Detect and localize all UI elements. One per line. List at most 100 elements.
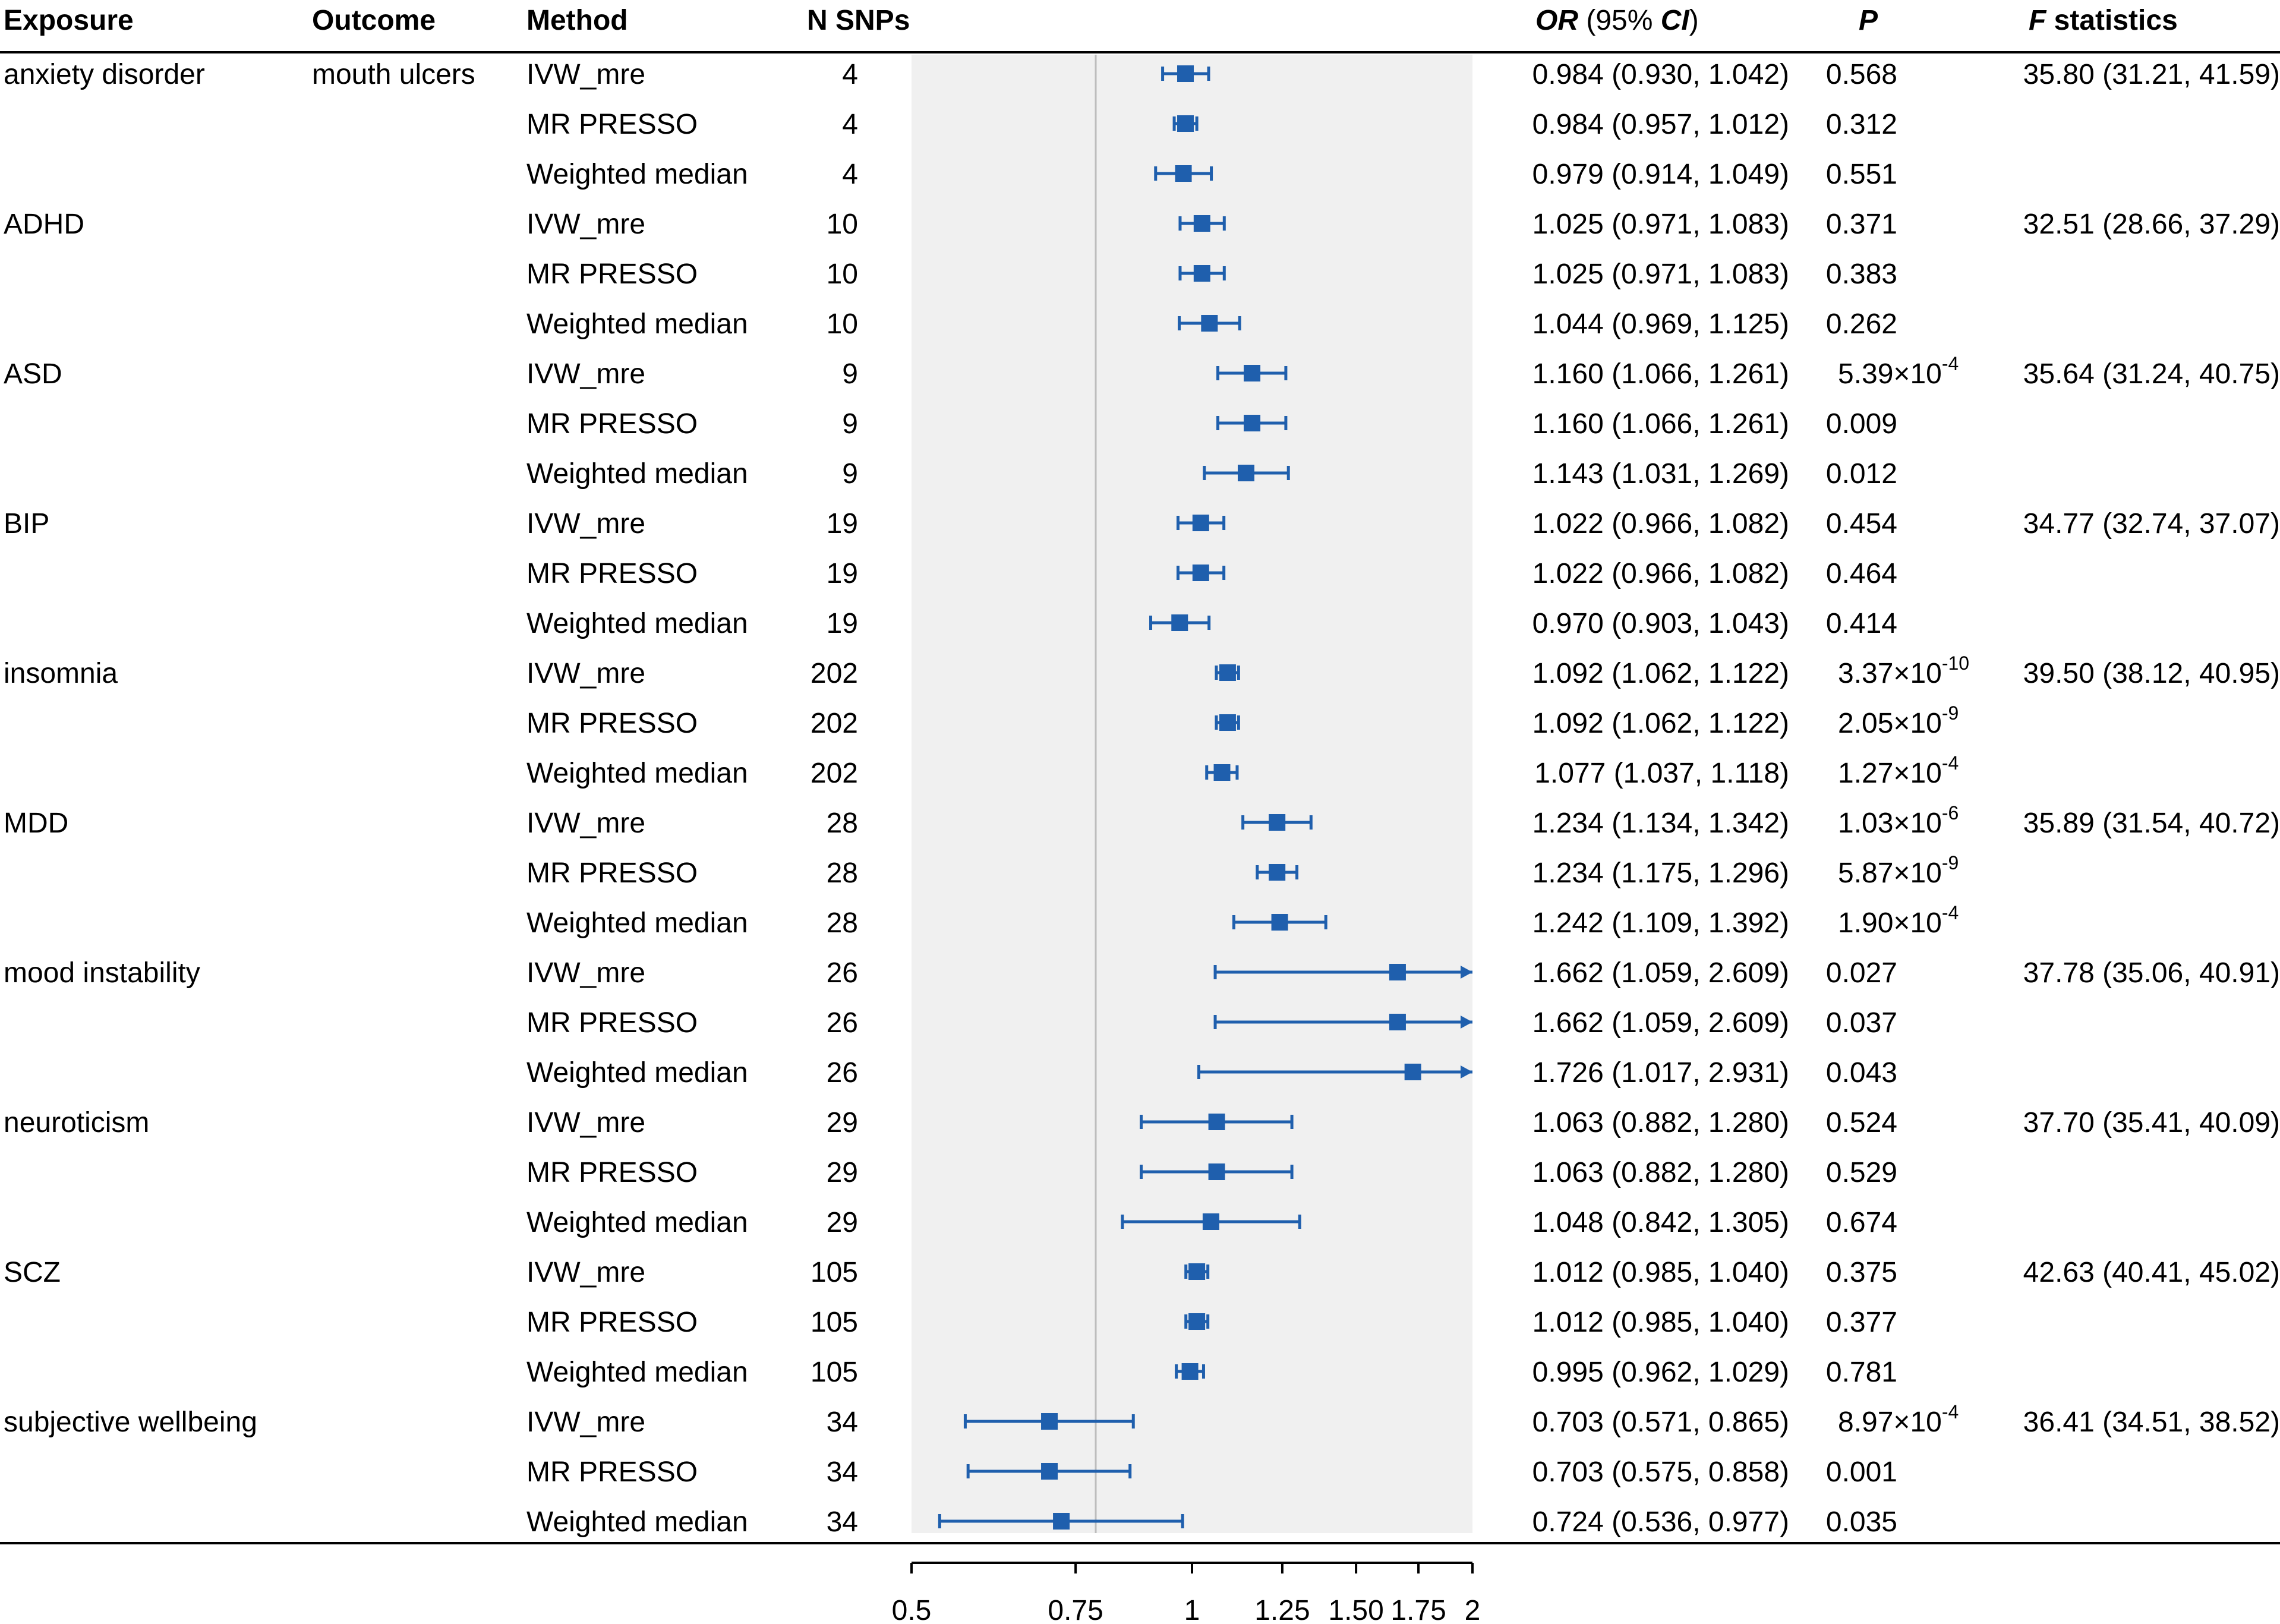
p-exponent: -9 [1942, 702, 1959, 724]
table-row: MR PRESSO 9 1.160 (1.066, 1.261) 0.009 [526, 408, 1897, 440]
nsnps-value: 29 [827, 1107, 858, 1139]
method-label: IVW_mre [526, 1407, 645, 1438]
method-label: MR PRESSO [526, 1157, 698, 1188]
p-value: 1.90×10-4 [1838, 902, 1959, 939]
forest-mark [1154, 165, 1213, 182]
header-outcome: Outcome [312, 5, 436, 36]
p-exponent: -4 [1942, 353, 1959, 374]
method-label: Weighted median [526, 1057, 748, 1089]
forest-mark [1215, 714, 1240, 731]
method-label: MR PRESSO [526, 1007, 698, 1039]
or-point [1041, 1413, 1058, 1430]
p-mantissa: 1.03×10 [1838, 808, 1942, 839]
or-point [1192, 515, 1209, 531]
p-value: 0.781 [1826, 1357, 1897, 1388]
or-ci-value: 0.984 (0.957, 1.012) [1532, 109, 1789, 140]
header-or-italic: OR [1535, 5, 1578, 36]
p-mantissa: 1.27×10 [1838, 758, 1942, 789]
method-label: Weighted median [526, 308, 748, 340]
p-value: 1.03×10-6 [1838, 802, 1959, 839]
p-value: 8.97×10-4 [1838, 1401, 1959, 1438]
or-ci-value: 1.160 (1.066, 1.261) [1532, 358, 1789, 390]
or-ci-value: 0.984 (0.930, 1.042) [1532, 59, 1789, 90]
nsnps-value: 26 [827, 957, 858, 989]
or-point [1389, 1014, 1406, 1030]
p-value: 1.27×10-4 [1838, 752, 1959, 789]
p-value: 5.87×10-9 [1838, 852, 1959, 889]
ci-arrow [1461, 966, 1472, 979]
method-label: Weighted median [526, 907, 748, 939]
nsnps-value: 34 [827, 1407, 858, 1438]
forest-mark [1241, 814, 1313, 831]
nsnps-value: 19 [827, 608, 858, 639]
forest-mark [1149, 614, 1211, 631]
forest-mark [1178, 215, 1226, 232]
p-value: 0.312 [1826, 109, 1897, 140]
f-statistic-value: 32.51 (28.66, 37.29) [2023, 209, 2280, 240]
or-ci-value: 1.092 (1.062, 1.122) [1532, 708, 1789, 739]
forest-mark [1121, 1213, 1301, 1230]
or-point [1188, 1263, 1206, 1280]
p-mantissa: 2.05×10 [1838, 708, 1942, 739]
p-value: 0.375 [1826, 1257, 1897, 1288]
exposure-label: mood instability [4, 957, 200, 989]
method-label: Weighted median [526, 758, 748, 789]
or-ci-value: 1.063 (0.882, 1.280) [1532, 1157, 1789, 1188]
or-ci-value: 1.044 (0.969, 1.125) [1532, 308, 1789, 340]
nsnps-value: 28 [827, 857, 858, 889]
or-ci-value: 1.092 (1.062, 1.122) [1532, 658, 1789, 689]
method-label: Weighted median [526, 1506, 748, 1538]
table-row: MR PRESSO 10 1.025 (0.971, 1.083) 0.383 [526, 258, 1897, 290]
or-ci-value: 0.724 (0.536, 0.977) [1532, 1506, 1789, 1538]
p-exponent: -4 [1942, 902, 1959, 923]
exposure-label: insomnia [4, 658, 118, 689]
p-value: 0.383 [1826, 258, 1897, 290]
method-label: MR PRESSO [526, 708, 698, 739]
forest-mark [1216, 415, 1288, 431]
table-row: MR PRESSO 202 1.092 (1.062, 1.122) 2.05×10-… [526, 702, 1959, 739]
table-row: insomnia IVW_mre 202 1.092 (1.062, 1.122) 3.… [4, 652, 2280, 689]
method-label: MR PRESSO [526, 558, 698, 589]
or-ci-value: 1.012 (0.985, 1.040) [1532, 1307, 1789, 1338]
p-value: 3.37×10-10 [1838, 652, 1969, 689]
header-nsnps: N SNPs [807, 5, 910, 36]
p-exponent: -4 [1942, 752, 1959, 774]
nsnps-value: 105 [811, 1357, 858, 1388]
method-label: MR PRESSO [526, 1456, 698, 1488]
table-row: Weighted median 26 1.726 (1.017, 2.931) 0.0… [526, 1057, 1897, 1089]
forest-mark [1176, 515, 1226, 531]
or-ci-value: 1.234 (1.134, 1.342) [1532, 808, 1789, 839]
table-row: Weighted median 29 1.048 (0.842, 1.305) 0.6… [526, 1207, 1897, 1238]
table-row: MR PRESSO 28 1.234 (1.175, 1.296) 5.87×10-9 [526, 852, 1959, 889]
or-point [1244, 365, 1261, 381]
x-tick-label: 0.5 [892, 1595, 932, 1624]
nsnps-value: 202 [811, 708, 858, 739]
table-row: MR PRESSO 26 1.662 (1.059, 2.609) 0.037 [526, 1007, 1897, 1039]
or-point [1175, 165, 1192, 182]
nsnps-value: 10 [827, 209, 858, 240]
table-row: subjective wellbeing IVW_mre 34 0.703 (0.57… [4, 1401, 2280, 1438]
forest-mark [1139, 1163, 1294, 1180]
or-ci-value: 1.048 (0.842, 1.305) [1532, 1207, 1789, 1238]
or-point [1202, 1213, 1219, 1230]
x-tick-label: 1.75 [1390, 1595, 1446, 1624]
nsnps-value: 105 [811, 1257, 858, 1288]
p-value: 0.464 [1826, 558, 1897, 589]
method-label: IVW_mre [526, 1257, 645, 1288]
table-row: MR PRESSO 4 0.984 (0.957, 1.012) 0.312 [526, 109, 1897, 140]
or-ci-value: 0.970 (0.903, 1.043) [1532, 608, 1789, 639]
f-statistic-value: 35.89 (31.54, 40.72) [2023, 808, 2280, 839]
x-tick-label: 1 [1184, 1595, 1200, 1624]
or-point [1389, 964, 1406, 980]
p-value: 0.529 [1826, 1157, 1897, 1188]
table-row: Weighted median 34 0.724 (0.536, 0.977) 0.0… [526, 1506, 1897, 1538]
forest-mark [1205, 764, 1239, 781]
plot-shaded-panel [912, 55, 1472, 1533]
p-value: 0.377 [1826, 1307, 1897, 1338]
forest-mark [1184, 1313, 1210, 1330]
f-statistic-value: 34.77 (32.74, 37.07) [2023, 508, 2280, 540]
p-value: 0.009 [1826, 408, 1897, 440]
method-label: Weighted median [526, 1207, 748, 1238]
column-headers: Exposure Outcome Method N SNPs OR (95% C… [4, 5, 2178, 36]
